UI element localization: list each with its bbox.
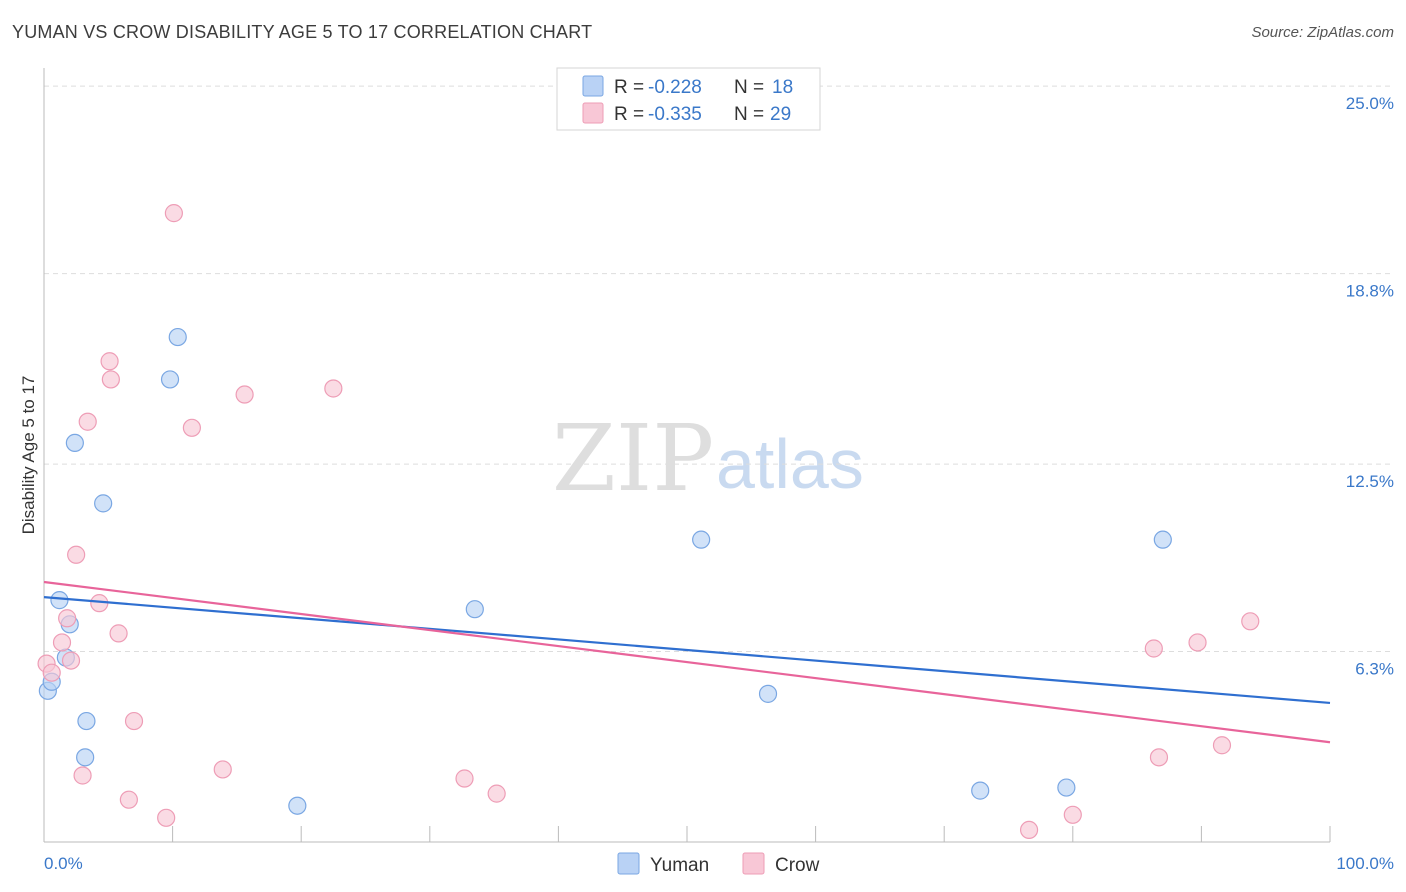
crow-point bbox=[487, 784, 506, 803]
yuman-r-value: -0.228 bbox=[648, 77, 702, 98]
y-tick-label: 6.3% bbox=[1355, 660, 1394, 679]
crow-point bbox=[1063, 805, 1082, 824]
crow-point bbox=[101, 370, 120, 389]
crow-point bbox=[67, 545, 86, 564]
x-tick-label-100: 100.0% bbox=[1336, 854, 1394, 873]
x-axis-ticks bbox=[43, 826, 1331, 842]
y-axis-label: Disability Age 5 to 17 bbox=[19, 376, 38, 535]
yuman-point bbox=[288, 796, 307, 815]
crow-point bbox=[182, 418, 201, 437]
yuman-n-label: N = bbox=[734, 77, 764, 98]
grid-lines bbox=[44, 85, 1394, 653]
crow-point bbox=[324, 379, 343, 398]
crow-point bbox=[42, 663, 61, 682]
crow-series-swatch bbox=[742, 852, 765, 875]
yuman-point bbox=[76, 748, 95, 767]
y-tick-labels: 6.3% 12.5% 18.8% 25.0% bbox=[1346, 94, 1394, 678]
crow-point bbox=[73, 766, 92, 785]
chart-title: YUMAN VS CROW DISABILITY AGE 5 TO 17 COR… bbox=[12, 22, 593, 42]
yuman-series-label: Yuman bbox=[650, 855, 709, 876]
yuman-point bbox=[77, 711, 96, 731]
crow-r-label: R = bbox=[614, 104, 644, 125]
crow-n-label: N = bbox=[734, 104, 764, 125]
yuman-point bbox=[465, 600, 484, 619]
crow-point bbox=[455, 769, 474, 788]
crow-point bbox=[213, 760, 232, 779]
yuman-point bbox=[1057, 778, 1076, 797]
crow-r-value: -0.335 bbox=[648, 104, 702, 125]
crow-point bbox=[58, 609, 77, 628]
y-tick-label: 12.5% bbox=[1346, 472, 1394, 491]
crow-n-value: 29 bbox=[770, 104, 791, 125]
crow-point bbox=[235, 385, 254, 404]
yuman-point bbox=[971, 781, 990, 800]
series-legend: Yuman Crow bbox=[617, 852, 820, 876]
crow-series-label: Crow bbox=[775, 855, 820, 876]
yuman-n-value: 18 bbox=[772, 77, 793, 98]
crow-point bbox=[78, 412, 97, 431]
yuman-legend-swatch bbox=[582, 75, 604, 97]
crow-point bbox=[164, 204, 183, 223]
yuman-point bbox=[160, 370, 180, 389]
yuman-point bbox=[168, 327, 187, 347]
crow-point bbox=[100, 352, 119, 371]
crow-trend-line bbox=[43, 580, 1331, 744]
crow-point bbox=[1019, 820, 1039, 840]
y-tick-label: 25.0% bbox=[1346, 94, 1394, 113]
crow-point bbox=[109, 624, 128, 643]
yuman-series-swatch bbox=[617, 852, 640, 875]
crow-point bbox=[52, 633, 72, 652]
source-label: Source: ZipAtlas.com bbox=[1251, 24, 1394, 41]
crow-point bbox=[119, 790, 138, 809]
crow-point bbox=[124, 711, 144, 731]
crow-legend-swatch bbox=[582, 102, 604, 124]
crow-point bbox=[1149, 748, 1169, 767]
yuman-r-label: R = bbox=[614, 77, 644, 98]
yuman-point bbox=[94, 494, 113, 513]
yuman-point bbox=[50, 591, 69, 610]
crow-point bbox=[1188, 633, 1207, 652]
yuman-point bbox=[692, 530, 711, 549]
watermark-zip: ZIP bbox=[552, 405, 714, 512]
crow-point bbox=[157, 808, 176, 827]
stats-legend: R = -0.228 N = 18 R = -0.335 N = 29 bbox=[556, 67, 821, 131]
crow-point bbox=[61, 651, 81, 670]
trend-lines bbox=[43, 580, 1331, 744]
y-tick-label: 18.8% bbox=[1346, 282, 1394, 301]
yuman-point bbox=[65, 433, 84, 453]
crow-point bbox=[1144, 639, 1163, 658]
yuman-trend-line bbox=[43, 596, 1331, 705]
data-points bbox=[37, 204, 1260, 840]
yuman-point bbox=[1153, 530, 1172, 549]
yuman-point bbox=[758, 684, 778, 703]
x-tick-label-0: 0.0% bbox=[44, 854, 83, 873]
crow-point bbox=[1241, 612, 1260, 631]
crow-point bbox=[1212, 736, 1232, 755]
